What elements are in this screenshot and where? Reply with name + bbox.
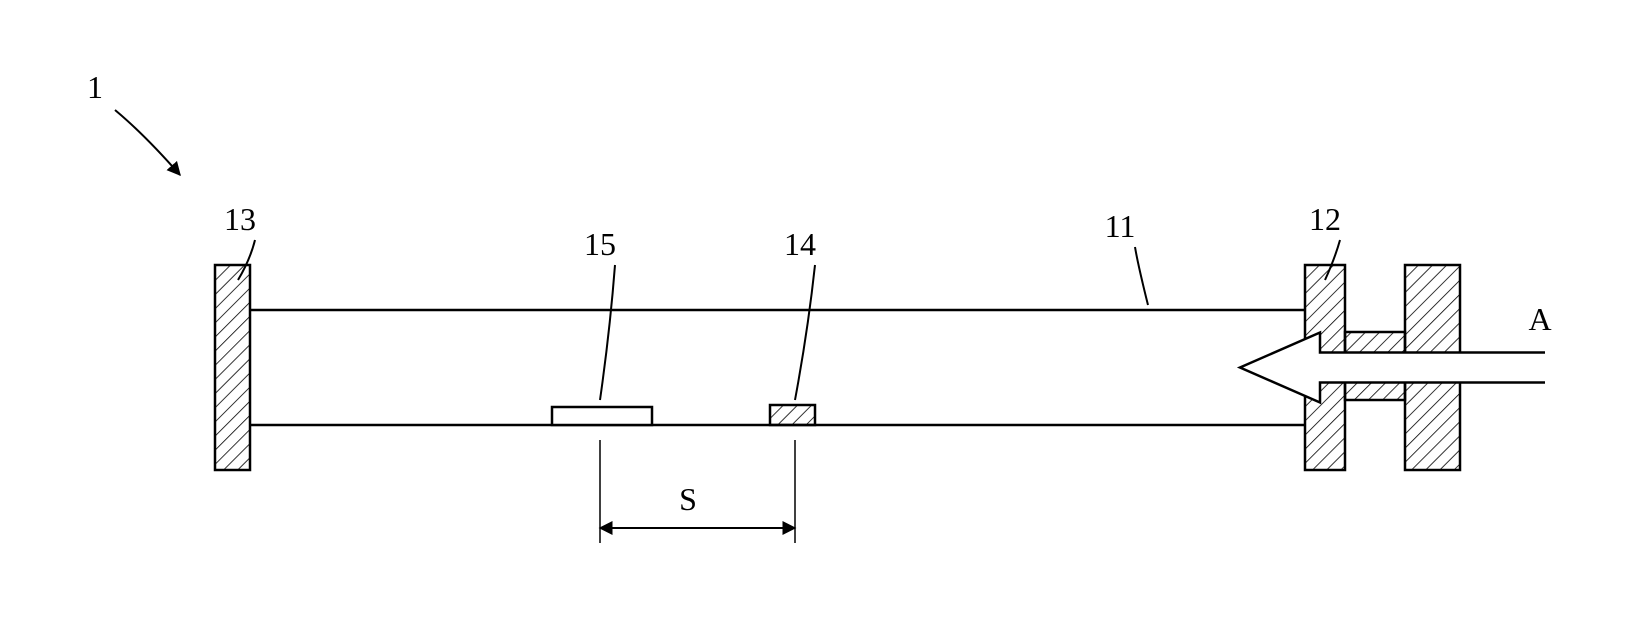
label-12: 12 (1309, 201, 1341, 237)
label-13: 13 (224, 201, 256, 237)
label-1: 1 (87, 69, 103, 105)
left-cap (215, 265, 250, 470)
leader-tube (1135, 247, 1148, 305)
label-14: 14 (784, 226, 816, 262)
label-15: 15 (584, 226, 616, 262)
leader-sensor (600, 265, 615, 400)
bump-15 (552, 407, 652, 425)
label-s: S (679, 481, 697, 517)
label-11: 11 (1105, 208, 1136, 244)
leader-assembly (115, 110, 180, 175)
bump-14 (770, 405, 815, 425)
label-a: A (1528, 301, 1551, 337)
leader-protrude (795, 265, 815, 400)
